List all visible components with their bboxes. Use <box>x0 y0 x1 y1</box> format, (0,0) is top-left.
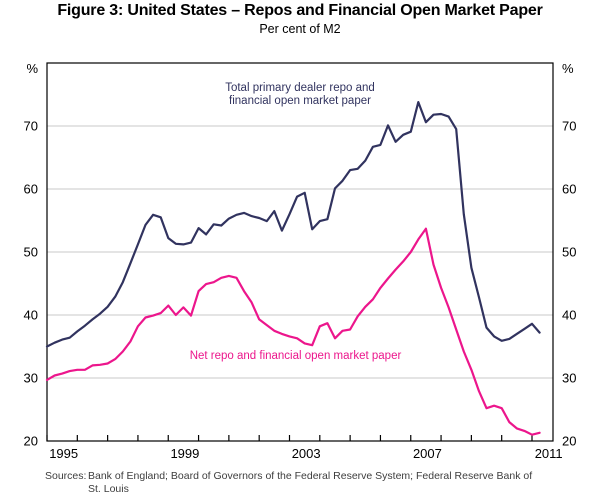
sources-text-line1: Bank of England; Board of Governors of t… <box>88 470 533 482</box>
x-axis-label-2007: 2007 <box>413 446 442 461</box>
y-axis-label-left-40: 40 <box>24 308 38 323</box>
plot-frame <box>46 62 554 442</box>
sources-text-line2: St. Louis <box>88 483 129 495</box>
y-axis-label-right-60: 60 <box>562 182 576 197</box>
annotation-total-line1: Total primary dealer repo and <box>225 82 375 94</box>
series-line-total <box>45 100 541 348</box>
figure-subtitle: Per cent of M2 <box>259 22 341 36</box>
y-axis-label-left-60: 60 <box>24 182 38 197</box>
y-axis-label-left-70: 70 <box>24 119 38 134</box>
series-line-net <box>45 227 541 436</box>
annotation-total-line2: financial open market paper <box>229 95 371 107</box>
sources-label: Sources: <box>45 470 87 482</box>
y-axis-label-right-40: 40 <box>562 308 576 323</box>
y-axis-label-left-20: 20 <box>24 434 38 449</box>
y-axis-label-right-70: 70 <box>562 119 576 134</box>
annotation-net-series: Net repo and financial open market paper <box>189 350 402 362</box>
figure-title: Figure 3: United States – Repos and Fina… <box>57 2 543 19</box>
y-axis-label-right-50: 50 <box>562 245 576 260</box>
x-axis-label-1995: 1995 <box>49 446 78 461</box>
y-axis-unit-right: % <box>562 61 574 76</box>
annotation-total-series: Total primary dealer repo and financial … <box>190 82 410 108</box>
x-axis-label-1999: 1999 <box>170 446 199 461</box>
x-axis-label-2003: 2003 <box>292 446 321 461</box>
y-axis-label-right-30: 30 <box>562 371 576 386</box>
y-axis-label-left-30: 30 <box>24 371 38 386</box>
y-axis-label-left-50: 50 <box>24 245 38 260</box>
x-axis-label-2011: 2011 <box>535 446 563 461</box>
y-axis-unit-left: % <box>26 61 38 76</box>
y-axis-label-right-20: 20 <box>562 434 576 449</box>
